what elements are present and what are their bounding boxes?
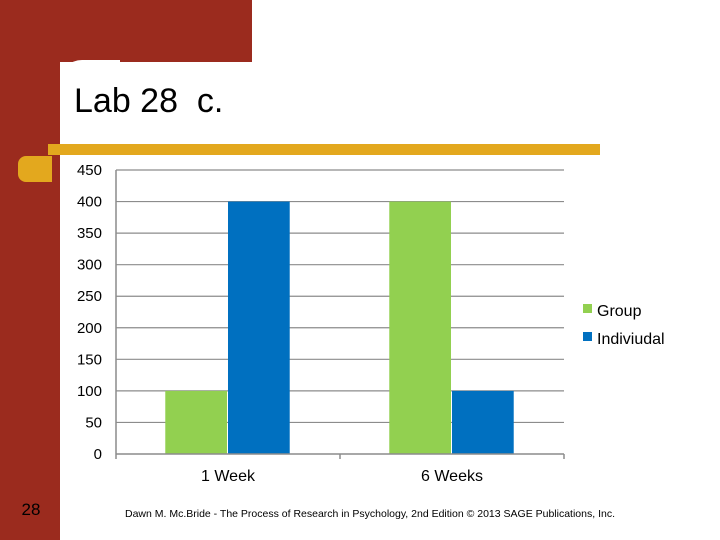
y-tick-label: 450 [77, 162, 102, 179]
y-tick-label: 150 [77, 351, 102, 368]
legend-label-indiviudal: Indiviudal [597, 331, 665, 348]
bar-indiviudal-2 [452, 390, 514, 454]
sidebar-band [0, 0, 60, 540]
y-tick-label: 0 [94, 446, 102, 463]
y-tick-label: 200 [77, 320, 102, 337]
chart-labels: 0 50 100 150 200 250 300 350 400 450 1 Week 6 Weeks [77, 162, 483, 485]
chart-bars [165, 201, 514, 454]
content-corner [60, 60, 120, 120]
x-tick-label: 6 Weeks [421, 468, 483, 485]
y-tick-label: 350 [77, 225, 102, 242]
x-tick-label: 1 Week [201, 468, 256, 485]
y-tick-label: 300 [77, 257, 102, 274]
header-block [0, 0, 252, 62]
bar-group-2 [389, 201, 451, 454]
legend-label-group: Group [597, 303, 642, 320]
slide-title: Lab 28 c. [74, 82, 224, 120]
chart-grid [116, 169, 564, 424]
page-number: 28 [21, 500, 41, 519]
y-tick-label: 50 [85, 414, 102, 431]
legend-swatch-group [583, 304, 592, 313]
chart-axes [115, 170, 565, 459]
footer-citation: Dawn M. Mc.Bride - The Process of Resear… [125, 508, 615, 520]
rule-tab [18, 156, 52, 182]
bar-group-1 [165, 390, 227, 454]
y-tick-label: 100 [77, 383, 102, 400]
legend-swatch-indiviudal [583, 332, 592, 341]
chart-legend: Group Indiviudal [583, 303, 665, 348]
bar-indiviudal-1 [228, 201, 290, 454]
y-tick-label: 400 [77, 194, 102, 211]
title-rule [48, 144, 600, 155]
y-tick-label: 250 [77, 288, 102, 305]
